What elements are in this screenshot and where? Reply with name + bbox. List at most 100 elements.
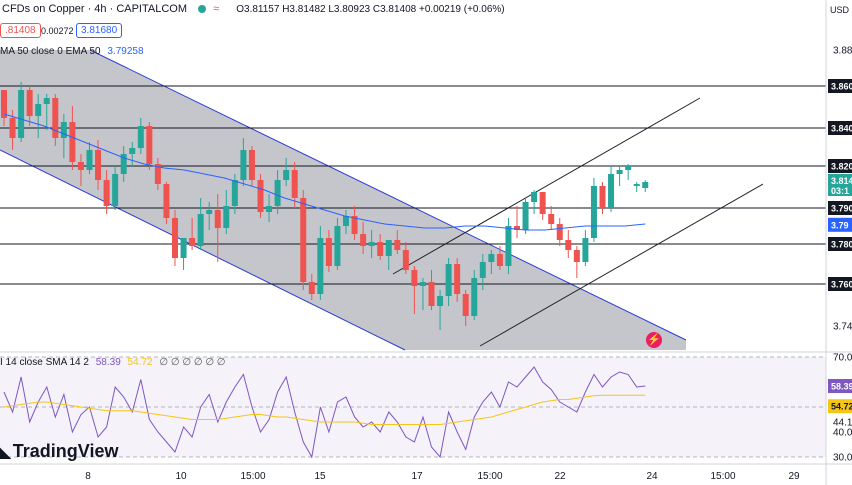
candle-body <box>334 226 341 266</box>
rsi-tick-label: 70.00 <box>833 353 852 364</box>
time-tick-label: 15 <box>314 471 326 482</box>
rsi-sma-tag-bg <box>828 399 852 414</box>
candle-body <box>599 186 606 208</box>
rsi-value-tag: 58.39 <box>831 382 852 392</box>
candle-body <box>43 98 50 104</box>
rsi-tick-label: 40.00 <box>833 428 852 439</box>
candle-body <box>351 216 358 234</box>
candle-body <box>129 148 136 154</box>
rsi-tick-label: 30.00 <box>833 453 852 464</box>
currency-label[interactable]: USD <box>830 5 850 15</box>
candle-body <box>419 282 426 286</box>
lightning-icon[interactable]: ⚡ <box>646 332 662 348</box>
time-tick-label: 15:00 <box>240 471 265 482</box>
price-level-tag-bg <box>828 121 852 135</box>
candle-body <box>479 262 486 278</box>
candle-body <box>633 184 640 186</box>
candle-body <box>180 238 187 258</box>
rsi-legend[interactable]: I 14 close SMA 14 2 58.39 54.72 ∅ ∅ ∅ ∅ … <box>0 357 226 368</box>
candle-body <box>240 150 247 180</box>
candle-body <box>608 174 615 208</box>
candle-body <box>462 294 469 316</box>
price-axis[interactable]: 3.8803.8603.8403.8203.8103.7903.7803.760… <box>825 0 852 485</box>
candle-body <box>266 206 273 212</box>
sell-price: .81408 <box>5 25 36 36</box>
candle-body <box>556 224 563 240</box>
current-price-tag: 3.814 <box>831 176 852 186</box>
candle-body <box>137 126 144 148</box>
rsi-extras: ∅ ∅ ∅ ∅ ∅ ∅ <box>159 357 226 368</box>
candle-body <box>9 118 16 138</box>
candle-body <box>454 264 461 294</box>
candle-body <box>103 180 110 206</box>
candle-body <box>69 122 76 162</box>
candle-body <box>317 238 324 294</box>
candle-body <box>283 170 290 180</box>
channel-upper-edge <box>89 49 687 341</box>
price-level-tag: 3.860 <box>831 82 852 92</box>
price-level-tag: 3.820 <box>831 162 852 172</box>
candle-body <box>214 210 221 228</box>
buy-price: 3.81680 <box>81 25 118 36</box>
ema-layer <box>3 113 646 231</box>
candle-body <box>573 250 580 262</box>
symbol-title[interactable]: CFDs on Copper · 4h · CAPITALCOM <box>2 3 188 15</box>
candle-body <box>146 126 153 164</box>
channel-fill <box>0 50 686 350</box>
ema-value: 3.79258 <box>107 46 144 57</box>
candle-body <box>582 238 589 262</box>
candle-body <box>402 250 409 270</box>
price-level-tag-bg <box>828 79 852 93</box>
candle-body <box>368 242 375 246</box>
candle-body <box>548 214 555 224</box>
candle-body <box>154 164 161 184</box>
time-tick-label: 29 <box>788 471 800 482</box>
price-level-tag-bg <box>828 277 852 291</box>
time-tick-label: 15:00 <box>477 471 502 482</box>
candle-body <box>625 166 632 170</box>
tradingview-logo[interactable]: ◣ TradingView <box>0 441 118 462</box>
price-level-tag: 3.790 <box>831 204 852 214</box>
indicator-legend[interactable]: MA 50 close 0 EMA 50 3.79258 <box>0 46 144 57</box>
candle-body <box>52 98 59 138</box>
rsi-sma-line <box>3 394 646 425</box>
spread-value: 0.00272 <box>41 26 74 36</box>
price-tick-label: 3.740 <box>833 322 852 333</box>
rsi-label: I 14 close SMA 14 2 <box>0 357 89 368</box>
wave-icon: ≈ <box>213 3 220 15</box>
channel-lower-edge <box>0 149 406 351</box>
ohlc-values: O3.81157 H3.81482 L3.80923 C3.81408 +0.0… <box>236 4 505 15</box>
level-lines <box>0 85 826 285</box>
candle-body <box>112 174 119 206</box>
rsi-sma-tag: 54.72 <box>831 402 852 412</box>
candle-body <box>77 162 84 170</box>
buy-button[interactable]: 3.81680 <box>76 23 123 38</box>
candle-body <box>514 226 520 230</box>
candle-body <box>488 254 495 262</box>
price-level-tag: 3.780 <box>831 240 852 250</box>
candle-body <box>18 90 25 138</box>
sell-button[interactable]: .81408 <box>0 23 41 38</box>
candle-body <box>1 90 7 118</box>
candle-body <box>300 198 307 282</box>
candle-body <box>26 90 33 116</box>
candle-body <box>360 234 367 246</box>
candle-body <box>505 226 512 266</box>
time-axis[interactable]: 8 10 15:00 15 17 15:00 22 24 15:00 29 <box>0 463 852 482</box>
candle-body <box>565 240 572 250</box>
time-tick-label: 15:00 <box>710 471 735 482</box>
candle-body <box>308 282 315 294</box>
candle-body <box>385 240 392 256</box>
time-tick-label: 22 <box>554 471 566 482</box>
price-level-tag-bg <box>828 159 852 173</box>
price-tick-label: 3.880 <box>833 46 852 57</box>
candle-body <box>616 170 623 174</box>
candle-body <box>120 154 127 174</box>
candle-body <box>325 238 332 266</box>
candle-body <box>231 180 238 206</box>
candle-body <box>95 150 102 180</box>
candle-body <box>496 254 503 266</box>
candle-countdown: 03:1 <box>831 186 849 196</box>
